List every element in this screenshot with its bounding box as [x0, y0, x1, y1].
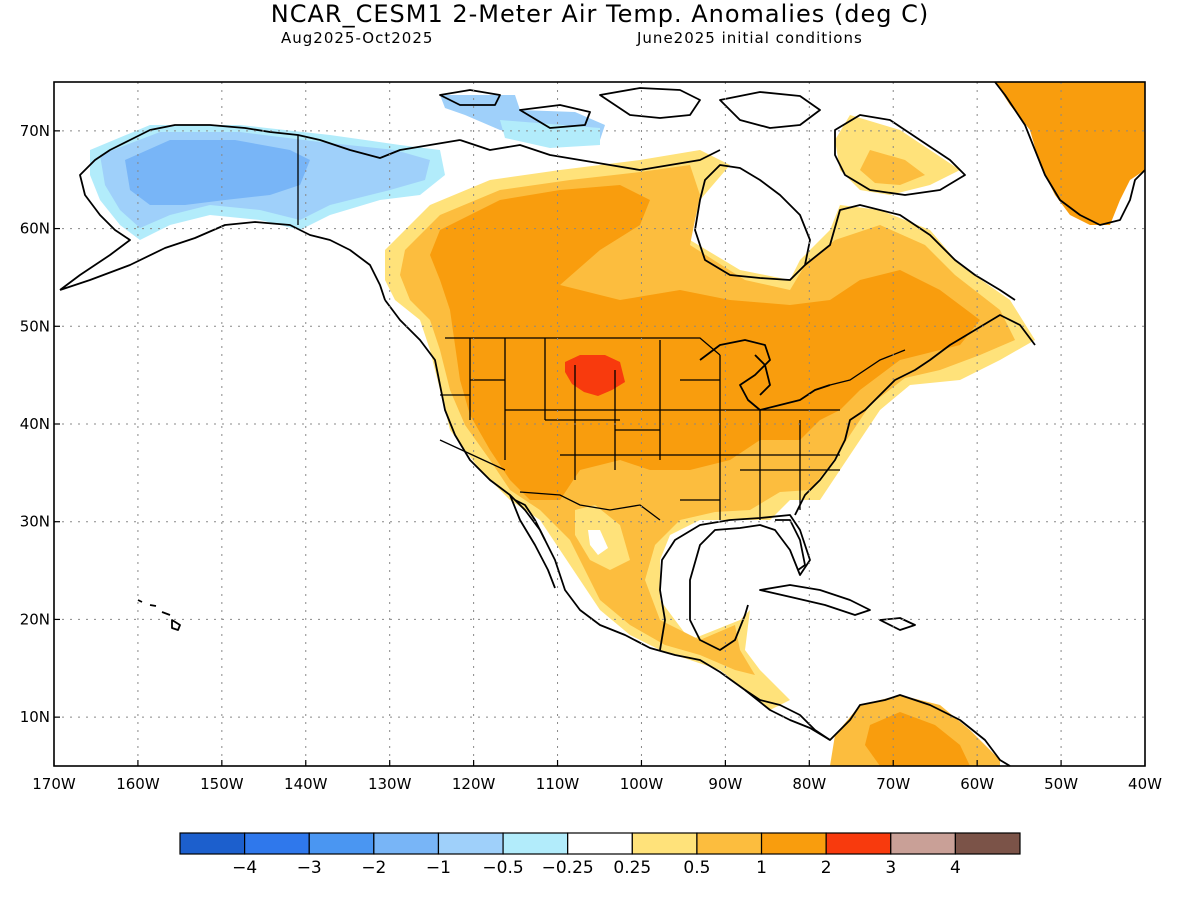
lat-label: 70N — [20, 122, 50, 140]
warm-anomaly-greenland — [995, 82, 1145, 225]
colorbar-swatch — [890, 832, 956, 855]
lon-label: 90W — [708, 775, 742, 793]
coastline-great-lakes — [699, 339, 831, 411]
neutral-mexico — [588, 530, 608, 555]
coastline-west — [384, 299, 831, 741]
border-us-canada — [445, 337, 906, 386]
colorbar-label: −2 — [361, 858, 386, 878]
lon-label: 80W — [792, 775, 826, 793]
coastlines — [59, 81, 1146, 767]
map-title: NCAR_CESM1 2-Meter Air Temp. Anomalies (… — [270, 0, 930, 28]
warm-anomaly-south-america-core — [865, 712, 970, 766]
coastline-gulf — [659, 514, 811, 651]
lat-label: 40N — [20, 415, 50, 433]
colorbar-swatch — [437, 832, 504, 855]
lat-label: 60N — [20, 220, 50, 238]
cold-anomaly-alaska-strong — [125, 140, 310, 205]
lon-label: 110W — [536, 775, 580, 793]
cold-anomaly-arctic-light — [500, 120, 600, 148]
map-frame — [53, 81, 1146, 767]
coastline-hudson-bay — [694, 164, 811, 281]
coastline-hawaii — [137, 599, 181, 631]
colorbar-swatch — [502, 832, 569, 855]
colorbar-labels: −4 −3 −2 −1 −0.5 −0.25 0.25 0.5 1 2 3 4 — [232, 858, 961, 878]
border-us-states — [439, 338, 840, 520]
lat-label: 30N — [20, 513, 50, 531]
coastline-labrador — [804, 204, 1016, 301]
initial-conditions: June2025 initial conditions — [637, 29, 863, 47]
colorbar-swatch — [567, 832, 633, 855]
lon-label: 120W — [452, 775, 496, 793]
colorbar-label: 1 — [756, 858, 767, 878]
coastline-baja — [509, 494, 556, 589]
colorbar-label: −1 — [426, 858, 451, 878]
coastline-alaska — [59, 124, 461, 301]
coastline-baffin — [834, 114, 966, 196]
border-us-mexico — [519, 491, 661, 521]
longitude-labels: 170W 160W 150W 140W 130W 120W 110W 100W 90W 80W 70… — [32, 775, 1162, 793]
lon-label: 140W — [284, 775, 328, 793]
colorbar-label: 2 — [821, 858, 832, 878]
lon-label: 160W — [116, 775, 160, 793]
colorbar-label: 0.25 — [613, 858, 651, 878]
colorbar-swatch — [631, 832, 698, 855]
forecast-period: Aug2025-Oct2025 — [281, 29, 434, 47]
colorbar-label: −3 — [297, 858, 322, 878]
warm-anomaly-baffin-core — [860, 150, 925, 185]
colorbar-swatch — [760, 832, 827, 855]
grid-lines — [53, 82, 1146, 766]
colorbar-label: 3 — [885, 858, 896, 878]
colorbar-label: −0.25 — [542, 858, 594, 878]
colorbar-label: 4 — [950, 858, 961, 878]
latitude-labels: 70N 60N 50N 40N 30N 20N 10N — [20, 122, 50, 726]
colorbar-label: 0.5 — [683, 858, 710, 878]
colorbar-swatch — [179, 832, 246, 855]
lon-label: 170W — [32, 775, 76, 793]
coastline-arctic-canada — [459, 139, 721, 171]
coastline-arctic-islands — [439, 87, 821, 129]
colorbar — [179, 832, 1021, 855]
lat-label: 20N — [20, 610, 50, 628]
lon-label: 60W — [960, 775, 994, 793]
coastline-greenland — [994, 81, 1146, 226]
lon-label: 100W — [620, 775, 664, 793]
lat-label: 50N — [20, 317, 50, 335]
coastline-florida — [775, 519, 806, 571]
lon-label: 40W — [1128, 775, 1162, 793]
lon-label: 70W — [876, 775, 910, 793]
colorbar-label: −0.5 — [482, 858, 523, 878]
political-borders — [297, 135, 906, 521]
colorbar-swatch — [244, 832, 310, 855]
colorbar-label: −4 — [232, 858, 257, 878]
colorbar-swatch — [373, 832, 440, 855]
colorbar-swatch — [825, 832, 892, 855]
lon-label: 50W — [1044, 775, 1078, 793]
colorbar-swatch — [308, 832, 375, 855]
hot-anomaly-montana — [565, 355, 625, 396]
coastline-central-america — [744, 689, 1011, 767]
lon-label: 130W — [368, 775, 412, 793]
lat-label: 10N — [20, 708, 50, 726]
lon-label: 150W — [200, 775, 244, 793]
colorbar-swatch — [954, 832, 1021, 855]
colorbar-swatch — [696, 832, 763, 855]
